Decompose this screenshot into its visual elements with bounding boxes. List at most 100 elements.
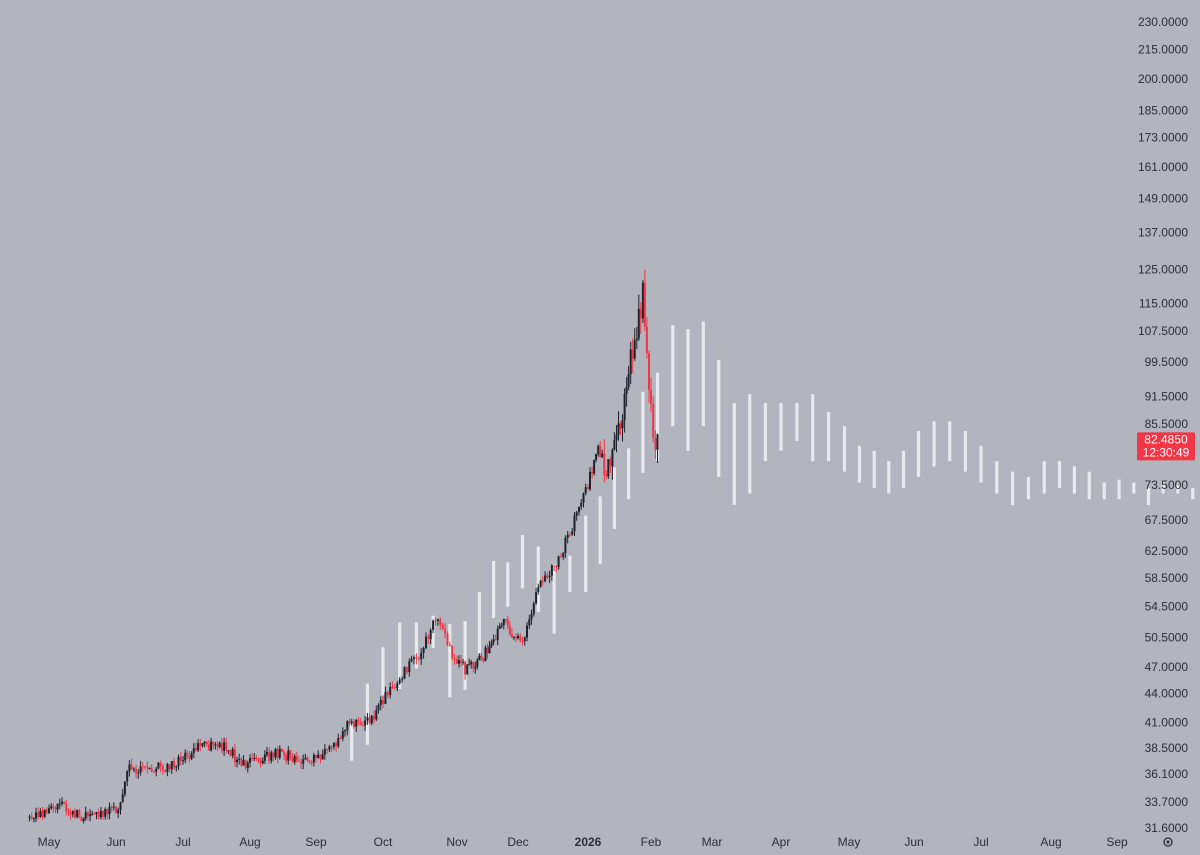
price-tick-label: 58.5000 [1145,571,1189,585]
candle-up [537,587,540,592]
candle-up [582,493,585,503]
candle-up [484,647,487,661]
settings-gear-icon[interactable] [1163,837,1173,847]
candle-up [266,752,268,755]
time-tick-label: Feb [641,835,662,849]
candle-down [295,756,298,761]
projection-bar [1072,466,1076,494]
candle-up [137,772,140,774]
candle-up [613,440,616,450]
candle-up [236,759,238,763]
candle-up [148,768,151,770]
candle-up [249,758,251,763]
candle-down [161,766,164,771]
candle-up [539,580,542,587]
candle-up [478,655,481,661]
projection-bar [872,450,876,488]
candle-up [112,806,115,808]
candle-up [332,743,335,747]
candle-down [285,755,288,761]
candle-down [415,657,418,659]
candle-down [30,816,33,819]
candle-up [530,614,533,620]
price-tick-label: 115.0000 [1139,297,1188,311]
candle-down [310,762,313,764]
candle-down [300,761,303,764]
time-axis[interactable]: May Jun Jul Aug Sep Oct Nov Dec 2026 Feb Mar Apr May… [38,835,1128,849]
time-tick-label: Oct [374,835,393,849]
candle-down [319,754,322,760]
candle-down [115,806,117,814]
candle-down [521,640,524,642]
candle-up [607,459,610,477]
candle-up [227,750,230,752]
candle-down [251,758,254,760]
candle-up [615,434,618,441]
price-tick-label: 36.1000 [1145,767,1189,781]
candle-up [104,809,107,817]
projection-bar [779,403,783,451]
candle-down [391,686,394,688]
candle-up [218,742,221,747]
candle-up [203,741,206,744]
candle-down [106,809,109,815]
candle-up [293,756,296,763]
candle-down [240,758,243,766]
candle-up [425,636,427,648]
candle-down [268,752,271,761]
projection-bar [641,391,645,473]
candle-up [108,806,111,815]
projection-bar [536,546,540,612]
candle-up [263,754,266,761]
candle-down [603,453,606,476]
projection-bar [686,329,690,451]
candle-up [344,730,346,732]
candle-down [555,566,558,567]
projection-bar [350,722,354,761]
price-tick-label: 107.5000 [1138,324,1188,338]
candle-down [63,801,66,804]
candle-down [93,813,96,815]
projection-bar [584,515,588,592]
time-tick-label: Aug [1040,835,1061,849]
price-tick-label: 50.5000 [1145,631,1189,645]
candle-up [346,721,349,731]
last-price-badge-bg [1137,432,1195,461]
candle-down [504,618,507,620]
candle-down [78,809,81,818]
projection-bar [398,622,402,689]
time-tick-label: May [838,835,861,849]
chart-settings-button[interactable] [1163,837,1173,847]
candle-down [86,812,89,817]
projection-bar [463,621,467,690]
price-tick-label: 137.0000 [1138,225,1188,239]
time-tick-label: Aug [239,835,260,849]
time-tick-label: 2026 [575,835,602,849]
candle-up [474,667,477,669]
price-tick-label: 44.0000 [1145,687,1189,701]
candle-up [502,618,505,625]
candle-up [625,387,628,394]
projection-bar [448,624,452,698]
candle-up [246,762,249,768]
candle-down [54,808,57,810]
candle-up [379,700,382,705]
candle-up [476,660,479,667]
price-axis[interactable]: 230.0000 215.0000 200.0000 185.0000 173.0000… [1138,15,1188,835]
price-tick-label: 185.0000 [1138,103,1188,117]
candle-up [593,459,596,474]
candles-layer [28,269,659,824]
candle-up [337,737,340,747]
projection-bar [887,461,891,494]
candle-down [451,646,454,658]
candle-up [375,710,378,720]
candle-down [494,639,497,641]
candle-up [403,666,406,679]
candle-down [348,721,351,724]
candle-up [197,743,200,751]
candle-down [173,761,176,768]
candle-down [434,620,437,622]
projection-bar [671,325,675,427]
